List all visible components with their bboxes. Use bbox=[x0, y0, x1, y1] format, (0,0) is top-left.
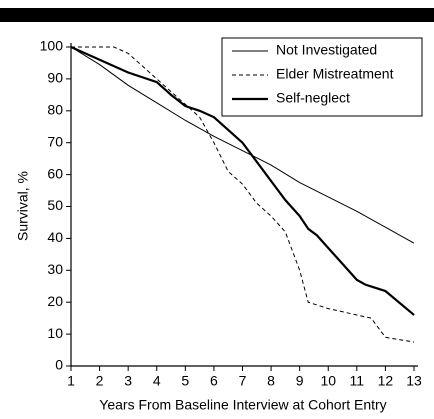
y-tick-label: 60 bbox=[47, 165, 63, 181]
series-line bbox=[71, 46, 415, 343]
y-tick-label: 90 bbox=[47, 70, 63, 86]
y-tick-label: 50 bbox=[47, 197, 63, 213]
x-tick-label: 1 bbox=[67, 373, 75, 389]
y-tick-label: 0 bbox=[55, 357, 63, 373]
y-tick-label: 20 bbox=[47, 293, 63, 309]
x-tick-label: 9 bbox=[296, 373, 304, 389]
series-line bbox=[70, 45, 415, 316]
x-tick-label: 8 bbox=[267, 373, 275, 389]
y-tick-label: 40 bbox=[47, 229, 63, 245]
legend-label: Not Investigated bbox=[276, 42, 377, 58]
x-tick-label: 5 bbox=[181, 373, 189, 389]
y-tick-label: 10 bbox=[47, 325, 63, 341]
y-axis-label: Survival, % bbox=[15, 171, 31, 241]
x-tick-label: 6 bbox=[210, 373, 218, 389]
x-tick-label: 13 bbox=[406, 373, 422, 389]
series-line bbox=[70, 46, 415, 244]
legend-label: Elder Mistreatment bbox=[276, 66, 394, 82]
x-axis-label: Years From Baseline Interview at Cohort … bbox=[99, 397, 386, 413]
x-tick-label: 3 bbox=[124, 373, 132, 389]
x-tick-label: 10 bbox=[320, 373, 336, 389]
legend-label: Self-neglect bbox=[276, 90, 350, 106]
y-tick-label: 30 bbox=[47, 261, 63, 277]
x-tick-label: 11 bbox=[350, 373, 365, 389]
x-tick-label: 2 bbox=[96, 373, 104, 389]
x-tick-label: 4 bbox=[153, 373, 161, 389]
y-tick-label: 100 bbox=[40, 38, 64, 54]
y-tick-label: 80 bbox=[47, 102, 63, 118]
x-tick-label: 7 bbox=[239, 373, 247, 389]
y-tick-label: 70 bbox=[47, 133, 63, 149]
header-bar bbox=[0, 8, 434, 22]
x-tick-label: 12 bbox=[378, 373, 394, 389]
